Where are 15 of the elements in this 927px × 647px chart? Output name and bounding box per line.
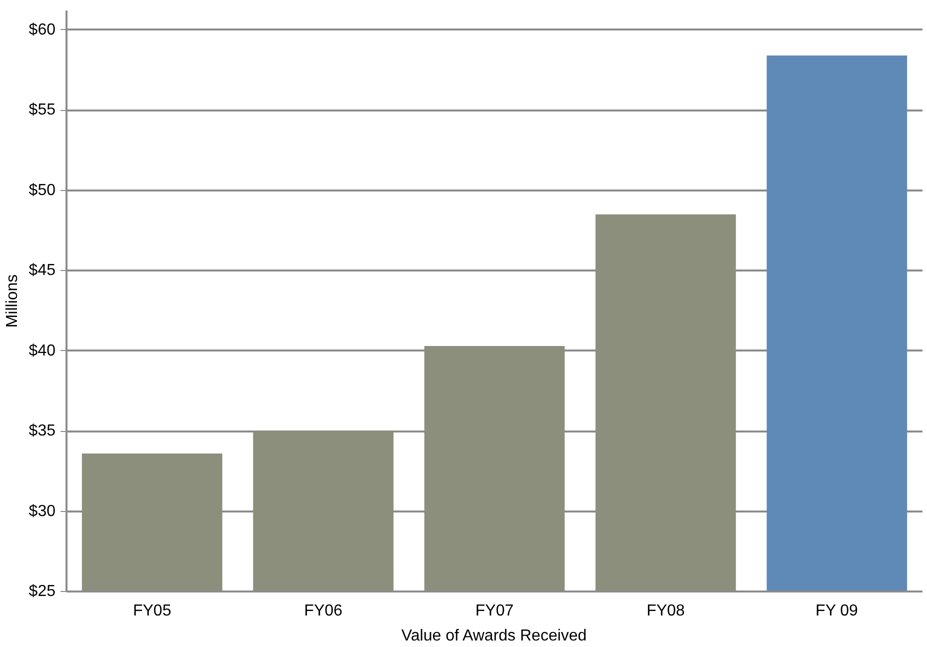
x-tick-label: FY08 bbox=[646, 602, 685, 620]
y-tick-label: $45 bbox=[28, 262, 56, 280]
x-tick-label: FY 09 bbox=[816, 602, 858, 620]
y-tick-label: $55 bbox=[28, 102, 56, 119]
y-tick-label: $30 bbox=[28, 502, 56, 520]
x-tick-label: FY07 bbox=[475, 602, 514, 620]
y-tick-label: $35 bbox=[28, 422, 56, 440]
x-tick-label: FY05 bbox=[132, 602, 172, 620]
y-tick-label: $60 bbox=[28, 21, 56, 38]
y-tick-label: $50 bbox=[28, 182, 56, 199]
y-tick-label: $40 bbox=[28, 342, 56, 360]
x-axis-title: Value of Awards Received bbox=[401, 628, 587, 644]
y-axis-title: Millions bbox=[4, 274, 21, 328]
y-tick-label: $25 bbox=[28, 583, 56, 600]
x-tick-label: FY06 bbox=[304, 602, 343, 620]
